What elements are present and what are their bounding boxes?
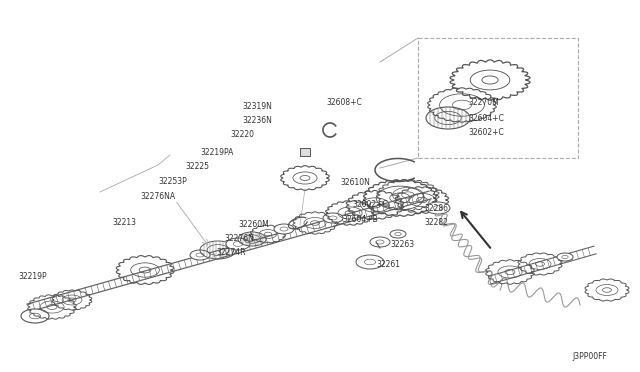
Text: 32276NA: 32276NA (140, 192, 175, 201)
Text: 32270M: 32270M (468, 98, 499, 107)
Ellipse shape (274, 224, 294, 234)
Ellipse shape (370, 237, 390, 247)
Text: 32274R: 32274R (216, 248, 246, 257)
Ellipse shape (21, 309, 49, 323)
Ellipse shape (226, 238, 250, 250)
Text: 32236N: 32236N (242, 116, 272, 125)
Text: J3PP00FF: J3PP00FF (572, 352, 607, 361)
Text: 32261: 32261 (376, 260, 400, 269)
Text: 32319N: 32319N (242, 102, 272, 111)
Text: 32253P: 32253P (158, 177, 187, 186)
Text: 32219P: 32219P (18, 272, 47, 281)
Ellipse shape (190, 250, 210, 260)
Text: 32220: 32220 (230, 130, 254, 139)
Ellipse shape (356, 255, 384, 269)
Text: 32219PA: 32219PA (200, 148, 234, 157)
Text: 32602+C: 32602+C (468, 128, 504, 137)
Text: 32225: 32225 (185, 162, 209, 171)
Ellipse shape (426, 202, 450, 214)
Ellipse shape (323, 213, 343, 223)
Text: 32263: 32263 (390, 240, 414, 249)
Bar (300, 148, 310, 156)
Text: 32604+C: 32604+C (468, 114, 504, 123)
Ellipse shape (390, 230, 406, 238)
Text: 32276N: 32276N (224, 234, 254, 243)
Ellipse shape (557, 253, 573, 261)
Text: 32282: 32282 (424, 218, 448, 227)
Text: 32610N: 32610N (340, 178, 370, 187)
Text: 32213: 32213 (112, 218, 136, 227)
Text: 32608+C: 32608+C (326, 98, 362, 107)
Text: 32286: 32286 (424, 204, 448, 213)
Text: 32260M: 32260M (238, 220, 269, 229)
Text: 32602+C: 32602+C (352, 200, 388, 209)
Text: 32604+B: 32604+B (342, 215, 378, 224)
